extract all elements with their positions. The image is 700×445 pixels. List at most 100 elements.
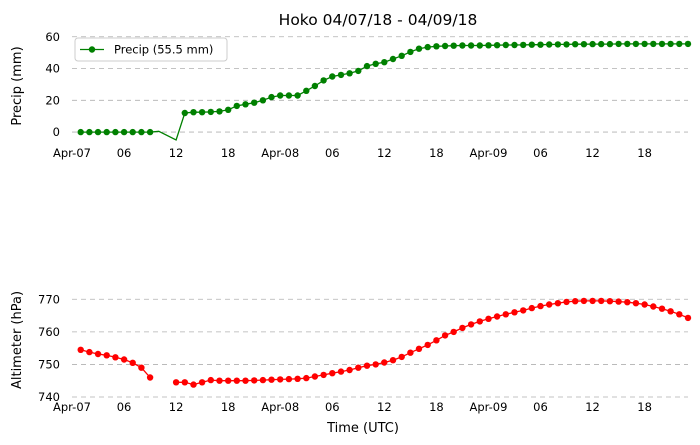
data-point bbox=[520, 307, 527, 314]
data-point bbox=[650, 40, 657, 48]
data-point bbox=[146, 128, 154, 136]
data-point bbox=[207, 376, 214, 384]
data-point bbox=[407, 349, 414, 356]
x-tick-label: 12 bbox=[169, 146, 184, 160]
data-point bbox=[485, 42, 492, 49]
data-point bbox=[433, 43, 440, 50]
data-point bbox=[225, 106, 232, 114]
data-point bbox=[398, 52, 405, 59]
data-point bbox=[94, 350, 102, 358]
y-tick-label: 750 bbox=[38, 357, 60, 371]
data-point bbox=[493, 313, 501, 320]
data-point bbox=[103, 352, 110, 359]
x-tick-label: 06 bbox=[117, 400, 132, 414]
data-point bbox=[546, 41, 553, 48]
y-axis-label: Altimeter (hPa) bbox=[10, 291, 25, 389]
data-point bbox=[389, 357, 397, 364]
data-point bbox=[77, 128, 84, 136]
data-point bbox=[676, 40, 683, 48]
data-point bbox=[346, 70, 353, 77]
data-point bbox=[198, 109, 206, 116]
x-tick-label: Apr-07 bbox=[53, 146, 91, 160]
data-point bbox=[415, 45, 423, 52]
data-point bbox=[138, 128, 145, 136]
x-tick-label: Apr-07 bbox=[53, 400, 91, 414]
data-point bbox=[615, 298, 622, 305]
data-point bbox=[233, 102, 240, 110]
x-tick-label: 12 bbox=[585, 400, 600, 414]
altimeter-chart: 740 750 760 770 Apr-07 06 12 18 Apr-08 06 12 18 Apr-… bbox=[10, 291, 692, 436]
data-point bbox=[650, 303, 657, 310]
data-point bbox=[225, 377, 232, 384]
data-point bbox=[355, 67, 362, 75]
data-point bbox=[424, 43, 431, 51]
data-point bbox=[112, 128, 119, 136]
data-point bbox=[641, 40, 648, 48]
data-point bbox=[641, 301, 648, 308]
y-tick-label: 40 bbox=[45, 62, 60, 76]
data-point bbox=[493, 42, 501, 49]
x-tick-label: 12 bbox=[585, 146, 600, 160]
data-point bbox=[285, 92, 293, 99]
data-point bbox=[450, 42, 457, 49]
data-point bbox=[120, 356, 128, 363]
y-tick-label: 770 bbox=[38, 292, 60, 306]
data-point bbox=[528, 304, 535, 312]
data-point bbox=[198, 379, 206, 386]
data-point bbox=[277, 92, 284, 99]
data-point bbox=[120, 128, 128, 136]
data-point bbox=[580, 297, 588, 305]
data-point bbox=[598, 297, 605, 305]
data-point bbox=[329, 370, 336, 377]
x-tick-label: 12 bbox=[377, 146, 392, 160]
x-tick-label: 18 bbox=[221, 146, 236, 160]
data-point bbox=[624, 299, 631, 306]
series-line bbox=[176, 300, 689, 386]
x-tick-label: 18 bbox=[429, 400, 444, 414]
data-point bbox=[459, 42, 466, 49]
data-point bbox=[632, 300, 640, 307]
data-point bbox=[407, 48, 414, 56]
legend-label: Precip (55.5 mm) bbox=[114, 43, 213, 57]
data-point bbox=[129, 128, 136, 136]
data-point bbox=[658, 40, 666, 48]
data-point bbox=[511, 41, 518, 49]
data-point bbox=[667, 308, 674, 315]
data-point bbox=[285, 375, 293, 383]
data-point bbox=[563, 298, 570, 306]
data-point bbox=[251, 99, 258, 106]
data-point bbox=[242, 377, 249, 384]
data-point bbox=[320, 77, 327, 84]
data-point bbox=[129, 359, 136, 366]
data-point bbox=[554, 300, 562, 307]
data-point bbox=[520, 41, 527, 49]
data-point bbox=[216, 108, 223, 115]
data-point bbox=[441, 332, 449, 339]
data-point bbox=[398, 353, 405, 361]
y-tick-label: 20 bbox=[45, 93, 60, 107]
data-point bbox=[303, 87, 310, 95]
data-point bbox=[528, 41, 535, 48]
data-point bbox=[563, 41, 570, 48]
data-point bbox=[268, 376, 275, 383]
data-point bbox=[94, 128, 102, 136]
x-tick-label: 06 bbox=[325, 400, 340, 414]
data-point bbox=[268, 93, 275, 101]
data-point bbox=[355, 364, 362, 371]
data-point bbox=[572, 298, 579, 305]
data-point bbox=[172, 379, 180, 386]
data-point bbox=[233, 377, 240, 384]
data-point bbox=[589, 40, 596, 48]
data-point bbox=[259, 376, 267, 384]
x-tick-label: 18 bbox=[637, 146, 652, 160]
data-point bbox=[303, 374, 310, 382]
data-point bbox=[346, 366, 353, 374]
data-point bbox=[337, 71, 345, 79]
data-point bbox=[190, 109, 197, 116]
data-point bbox=[112, 354, 119, 361]
data-point bbox=[363, 62, 371, 70]
y-axis-label: Precip (mm) bbox=[10, 46, 25, 125]
data-point bbox=[337, 368, 345, 375]
y-tick-label: 740 bbox=[38, 390, 60, 404]
